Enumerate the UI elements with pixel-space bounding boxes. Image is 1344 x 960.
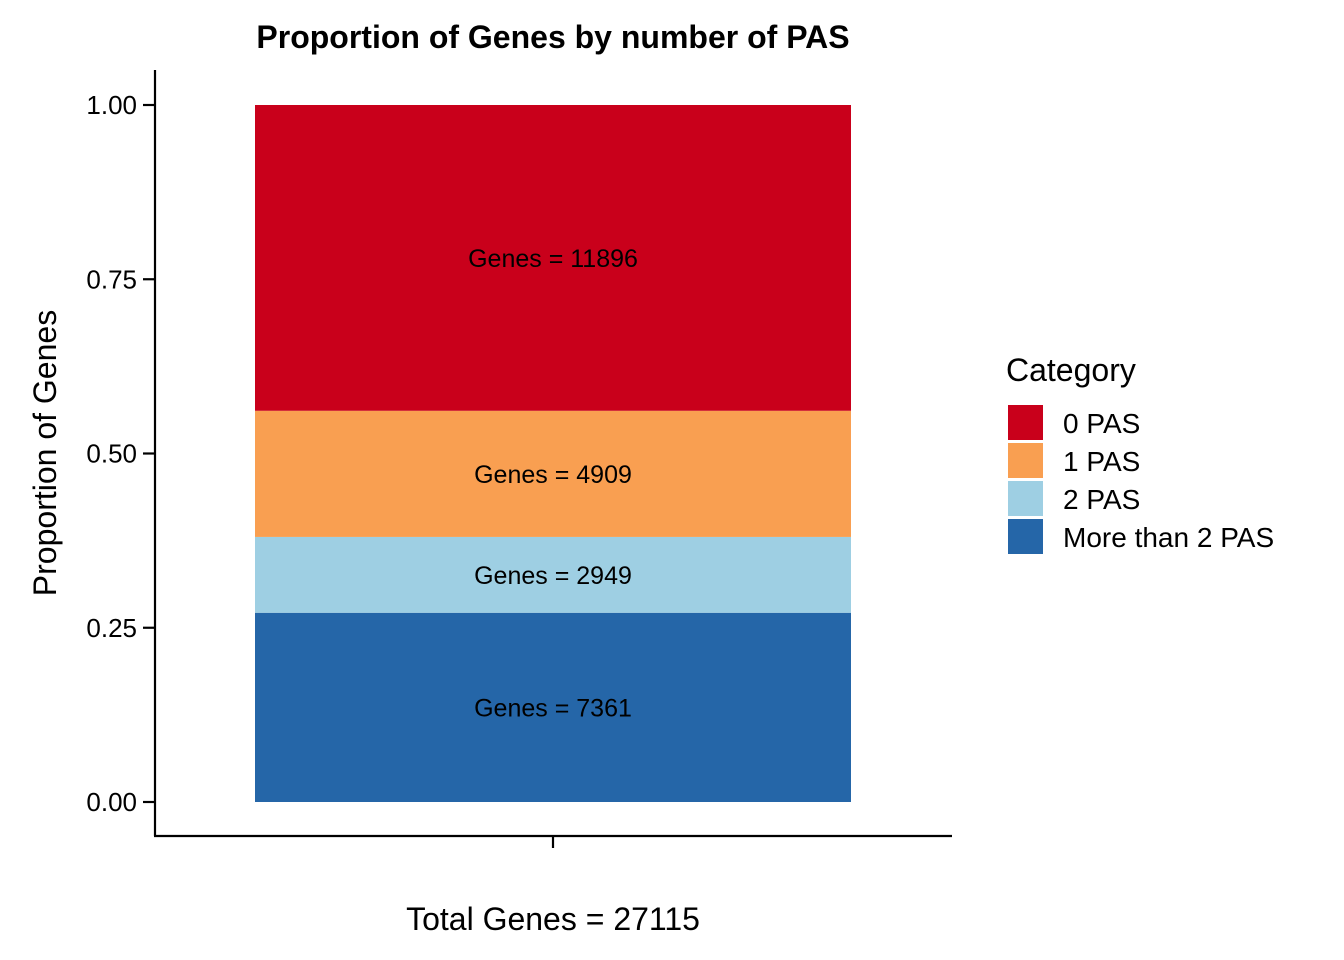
bar-segment-2-pas [255,536,851,613]
legend: Category 0 PAS 1 PAS 2 PAS More than 2 PAS [1006,352,1274,554]
bar-segment-0-pas [255,105,851,411]
legend-label-1-pas: 1 PAS [1063,446,1140,477]
data-label-1-pas: Genes = 4909 [474,461,632,489]
legend-label-2-pas: 2 PAS [1063,484,1140,515]
y-tick-label: 0.00 [86,787,137,817]
y-tick-label: 0.50 [86,439,137,469]
bar-segment-more-than-2-pas [255,612,851,802]
y-tick-label: 1.00 [86,90,137,120]
data-label-2-pas: Genes = 2949 [474,562,632,590]
legend-swatch-2-pas [1008,481,1043,516]
legend-title: Category [1006,352,1136,388]
x-axis-title: Total Genes = 27115 [406,901,700,937]
chart-title: Proportion of Genes by number of PAS [256,19,849,55]
y-tick-label: 0.25 [86,613,137,643]
y-axis-ticks: 0.00 0.25 0.50 0.75 1.00 [86,90,155,817]
y-tick-label: 0.75 [86,264,137,294]
legend-swatch-more-than-2-pas [1008,519,1043,554]
bar-segment-1-pas [255,410,851,537]
bar-labels: Genes = 7361 Genes = 2949 Genes = 4909 Gene… [468,245,638,722]
y-axis-title: Proportion of Genes [27,310,63,596]
data-label-more-than-2-pas: Genes = 7361 [474,694,632,722]
data-label-0-pas: Genes = 11896 [468,245,638,273]
legend-label-more-than-2-pas: More than 2 PAS [1063,522,1274,553]
legend-swatch-1-pas [1008,443,1043,478]
legend-swatch-0-pas [1008,405,1043,440]
bar-stack [255,105,851,802]
legend-label-0-pas: 0 PAS [1063,408,1140,439]
